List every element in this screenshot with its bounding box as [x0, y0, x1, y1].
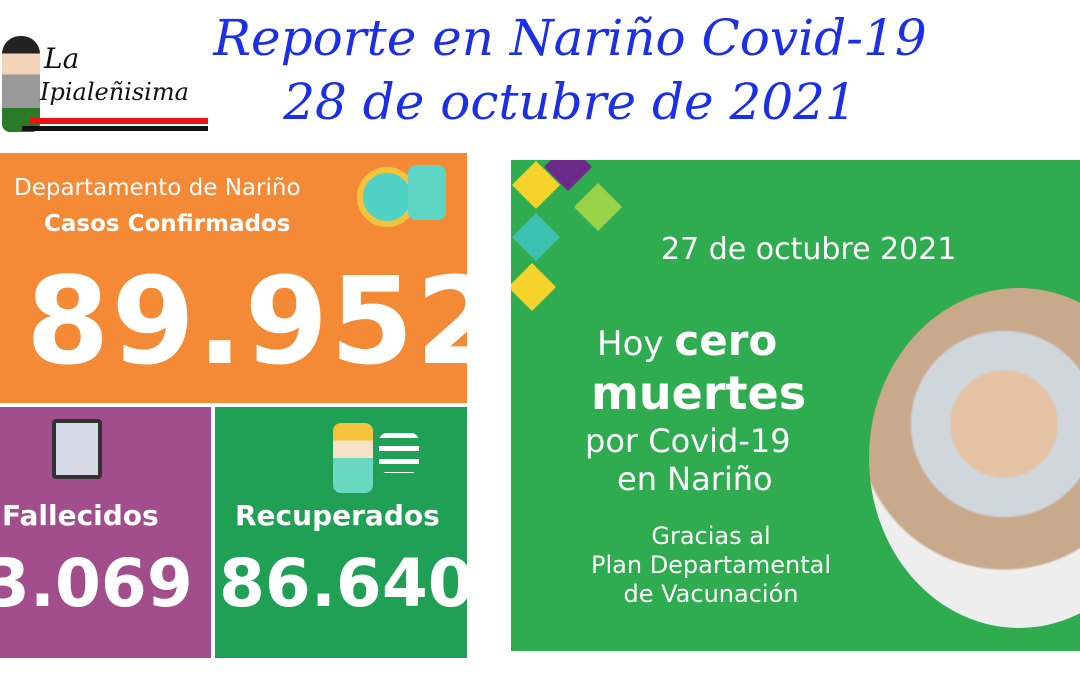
- logo-black-stripe: [22, 126, 208, 131]
- confirmed-cases-card: Departamento de Nariño Casos Confirmados…: [0, 153, 499, 403]
- death-certificate-icon: [52, 419, 102, 479]
- recovered-card: Recuperados 86.640: [215, 407, 474, 658]
- progress-list-icon: [379, 433, 419, 473]
- deaths-card: Fallecidos 3.069: [0, 407, 211, 658]
- announcement-card: 27 de octubre 2021 Hoy cero muertes por …: [511, 160, 1080, 651]
- decoration-leaf: [511, 212, 561, 262]
- people-icon: [408, 165, 446, 220]
- logo-red-stripe: [30, 118, 208, 124]
- logo-mascot-icon: [2, 36, 40, 132]
- decoration-leaf: [511, 262, 557, 312]
- page-title: Reporte en Nariño Covid-19 28 de octubre…: [213, 9, 927, 131]
- recovered-person-icon: [333, 423, 373, 493]
- logo: La Ipialeñisima: [0, 28, 212, 138]
- decoration-leaf: [573, 182, 623, 232]
